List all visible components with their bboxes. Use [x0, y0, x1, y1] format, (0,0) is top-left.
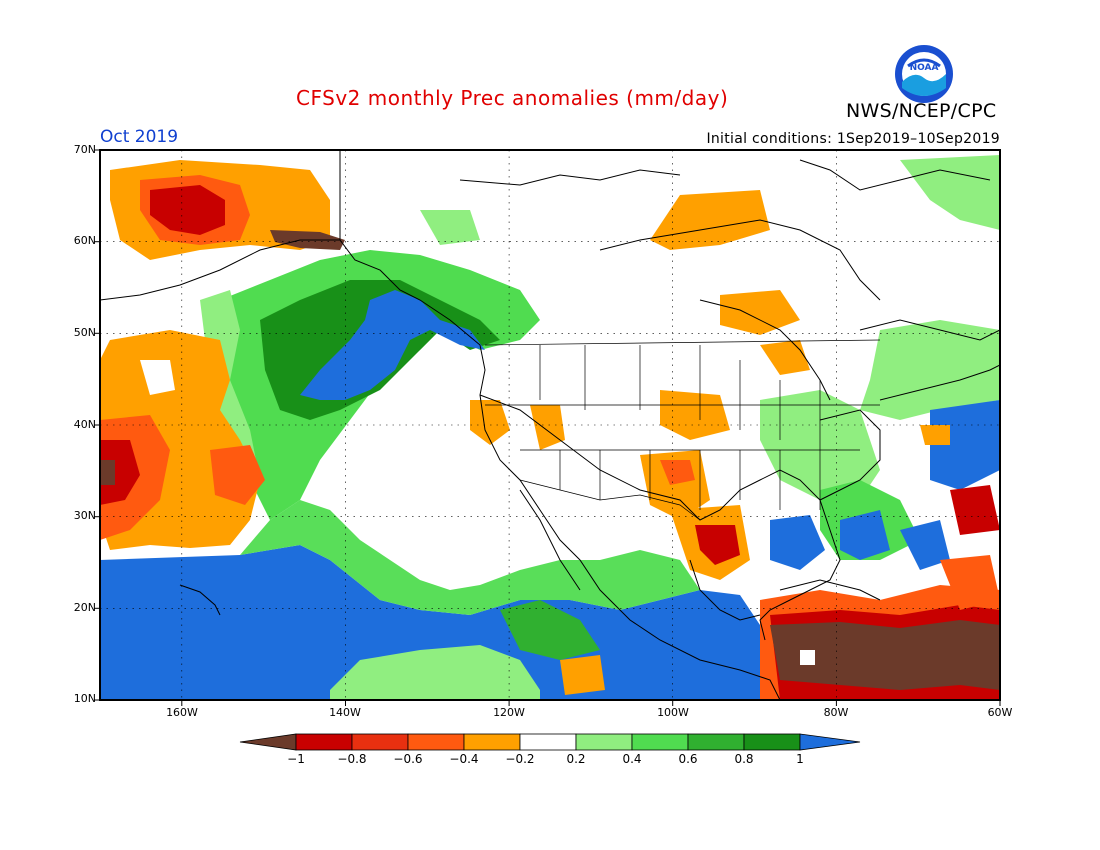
lat-label-60n: 60N [73, 234, 96, 247]
noaa-logo: NOAA [895, 45, 953, 103]
pacific-wet-region [100, 545, 800, 700]
lon-label-160w: 160W [166, 706, 198, 719]
colorbar-label: −0.6 [393, 752, 423, 766]
lat-label-50n: 50N [73, 326, 96, 339]
colorbar-label: −0.8 [337, 752, 367, 766]
lon-label-140w: 140W [329, 706, 361, 719]
colorbar-label: 0.4 [622, 752, 642, 766]
colorbar-label: 0.8 [734, 752, 754, 766]
colorbar-label: 1 [796, 752, 804, 766]
map-title: CFSv2 monthly Prec anomalies (mm/day) [296, 86, 729, 110]
lat-label-70n: 70N [73, 143, 96, 156]
forecast-month: Oct 2019 [100, 127, 179, 147]
lon-label-80w: 80W [823, 706, 849, 719]
graticule [100, 150, 1000, 700]
initial-conditions: Initial conditions: 1Sep2019–10Sep2019 [706, 131, 1000, 147]
lon-label-100w: 100W [657, 706, 689, 719]
colorbar-label: 0.2 [566, 752, 586, 766]
lat-label-40n: 40N [73, 418, 96, 431]
coastlines [100, 150, 1000, 700]
agency-label: NWS/NCEP/CPC [846, 100, 997, 122]
lat-label-20n: 20N [73, 601, 96, 614]
colorbar-label: −0.4 [449, 752, 479, 766]
lon-label-120w: 120W [493, 706, 525, 719]
lat-label-10n: 10N [73, 692, 96, 705]
colorbar [239, 733, 861, 751]
map-frame [99, 149, 1001, 701]
political-borders [484, 339, 881, 521]
colorbar-label: −0.2 [505, 752, 535, 766]
lon-label-60w: 60W [987, 706, 1013, 719]
lat-label-30n: 30N [73, 509, 96, 522]
noaa-logo-text: NOAA [910, 63, 939, 73]
colorbar-label: 0.6 [678, 752, 698, 766]
colorbar-label: −1 [287, 752, 305, 766]
